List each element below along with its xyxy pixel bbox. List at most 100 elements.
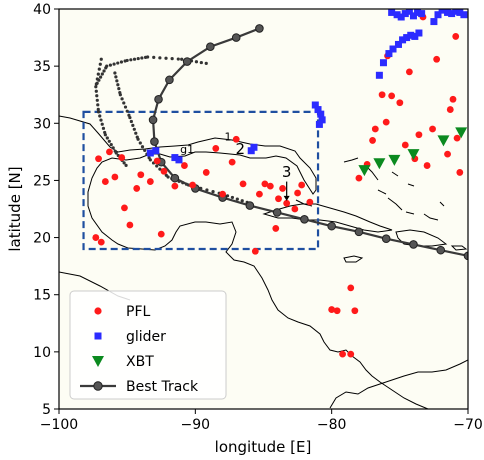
xbt-point (437, 135, 450, 147)
pfl-point (401, 141, 409, 149)
best-track-point (206, 42, 215, 52)
historical-track-dot (134, 131, 138, 135)
pfl-point (382, 118, 390, 126)
historical-track-dot (116, 83, 120, 87)
best-track-point (354, 227, 364, 237)
pfl-point (219, 190, 227, 198)
historical-track-dot (115, 79, 119, 83)
glider-point (397, 13, 405, 21)
glider-point (403, 34, 411, 42)
historical-track-dot (94, 85, 98, 89)
historical-track-dot (94, 89, 98, 93)
glider-point (411, 32, 419, 40)
pfl-point (251, 247, 259, 255)
y-tick-label: 20 (33, 231, 51, 247)
historical-track-dot (140, 56, 144, 60)
pfl-point (347, 284, 355, 292)
xbt-point (388, 154, 401, 166)
pfl-point (347, 350, 355, 358)
y-axis-label: latitude [N] (6, 166, 24, 251)
historical-track-dot (166, 175, 170, 179)
historical-track-dot (101, 126, 106, 130)
y-tick-label: 25 (33, 173, 51, 189)
historical-track-dot (94, 82, 98, 86)
pfl-point (101, 178, 109, 185)
historical-track-dot (97, 67, 101, 71)
annotation-label: 2 (236, 140, 246, 158)
glider-point (409, 12, 417, 20)
historical-track-dot (107, 139, 111, 143)
pfl-point (275, 195, 282, 203)
glider-point (448, 10, 456, 18)
historical-track-dot (99, 118, 103, 122)
historical-track-dot (123, 105, 128, 109)
historical-track-dot (95, 77, 99, 81)
best-track-point (272, 208, 282, 217)
historical-track-dot (114, 151, 118, 155)
glider-point (460, 11, 468, 19)
best-track-point (436, 245, 446, 255)
plot-frame (58, 8, 469, 410)
pfl-point (202, 169, 210, 176)
historical-track-dot (204, 61, 208, 65)
glider-point (430, 18, 438, 26)
pfl-point (228, 158, 236, 166)
annotation-arrowhead (283, 195, 290, 201)
pfl-point (371, 125, 379, 133)
pfl-point (232, 135, 240, 143)
pfl-point (189, 181, 197, 189)
pfl-point (369, 137, 376, 144)
y-tick-label: 5 (42, 402, 51, 418)
pfl-point (405, 68, 413, 76)
pfl-point (328, 306, 336, 313)
historical-track-dot (96, 110, 101, 114)
historical-track-dot (180, 57, 184, 61)
pfl-point (106, 148, 113, 156)
coastline-jamaica (343, 255, 364, 263)
pfl-point (453, 134, 461, 142)
glider-point (405, 9, 413, 15)
historical-track-dot (129, 58, 133, 62)
pfl-point (118, 154, 126, 161)
historical-track-dot (102, 69, 106, 73)
annotation-label: 1 (225, 130, 232, 143)
pfl-point (181, 162, 188, 169)
historical-track-dot (95, 98, 99, 102)
pfl-point (388, 92, 396, 100)
historical-track-dot (116, 61, 120, 65)
historical-track-dot (108, 63, 112, 67)
historical-track-dot (124, 163, 128, 167)
pfl-point (160, 167, 168, 175)
pfl-point (171, 182, 179, 190)
pfl-point (444, 150, 451, 158)
coastline-south-america (329, 359, 468, 409)
pfl-point (97, 238, 105, 246)
glider-point (399, 36, 407, 44)
historical-track-dot (152, 55, 156, 60)
historical-track-dot (125, 58, 129, 63)
glider-point (388, 9, 396, 16)
legend-marker-xbt (92, 356, 104, 367)
x-tick-label: −90 (181, 417, 211, 433)
best-track-point (245, 201, 255, 210)
historical-track-dot (230, 195, 235, 200)
historical-track-dot (143, 148, 147, 152)
glider-point (414, 9, 422, 16)
historical-track-dot (128, 115, 132, 120)
y-tick-label: 40 (33, 2, 51, 18)
glider-point (389, 45, 397, 53)
xbt-point (455, 127, 468, 139)
pfl-point (351, 307, 359, 315)
pfl-point (157, 230, 165, 238)
pfl-point (279, 185, 286, 192)
pfl-point (449, 95, 457, 103)
historical-track-dot (138, 141, 142, 145)
historical-track-dot (158, 167, 162, 171)
legend-label: Best Track (126, 379, 199, 395)
best-track-point (150, 137, 159, 146)
historical-track-dot (105, 64, 109, 68)
pfl-point (272, 225, 280, 232)
historical-track-dot (103, 133, 107, 137)
best-track-point (165, 75, 174, 85)
